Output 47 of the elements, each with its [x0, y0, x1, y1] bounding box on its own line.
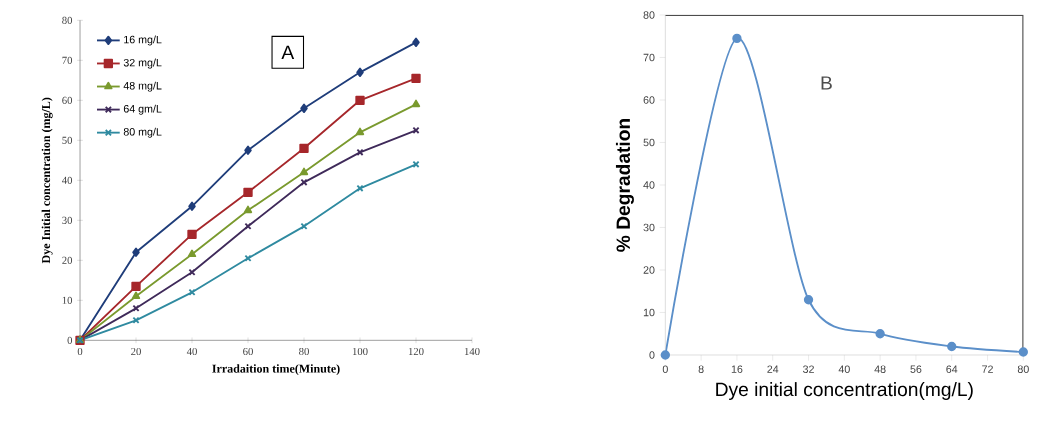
- y-tick-label: 80: [62, 16, 73, 24]
- x-tick-label: 40: [186, 347, 197, 356]
- annotation: A: [281, 45, 295, 59]
- x-tick-label: 48: [874, 365, 886, 373]
- x-tick-label: 120: [408, 347, 424, 356]
- y-tick-label: 30: [643, 223, 655, 232]
- annotation: B: [821, 76, 832, 90]
- x-tick-label: 0: [662, 365, 668, 373]
- legend-label: 48 mg/L: [123, 81, 162, 92]
- y-tick-label: 50: [643, 138, 655, 147]
- y-tick-label: 60: [62, 96, 73, 104]
- y-axis-title: Dye Initial concentration (mg/L): [41, 97, 53, 264]
- y-tick-label: 70: [643, 53, 655, 62]
- y-tick-label: 50: [62, 136, 73, 144]
- legend-label: 16 mg/L: [124, 35, 162, 46]
- y-tick-label: 0: [67, 336, 73, 344]
- legend-label: 32 mg/L: [123, 58, 162, 69]
- x-axis-title: Dye initial concentration(mg/L): [716, 382, 973, 400]
- x-tick-label: 64: [946, 365, 958, 373]
- x-tick-label: 72: [982, 365, 993, 373]
- x-tick-label: 140: [464, 347, 480, 356]
- y-tick-label: 70: [62, 56, 73, 64]
- y-tick-label: 20: [62, 256, 73, 264]
- legend-label: 64 gm/L: [123, 104, 162, 115]
- y-tick-label: 80: [643, 11, 655, 19]
- x-tick-label: 80: [1017, 365, 1029, 373]
- x-tick-label: 32: [803, 365, 814, 373]
- y-tick-label: 20: [643, 266, 655, 274]
- x-tick-label: 56: [910, 365, 922, 373]
- x-tick-label: 0: [77, 347, 83, 356]
- x-tick-label: 24: [767, 365, 779, 373]
- x-tick-label: 100: [352, 347, 368, 356]
- y-tick-label: 10: [643, 308, 655, 317]
- y-tick-label: 40: [62, 176, 73, 184]
- x-axis-title: Irradaition time(Minute): [212, 364, 340, 376]
- x-tick-label: 20: [131, 347, 141, 356]
- y-tick-label: 40: [643, 181, 655, 189]
- x-tick-label: 16: [731, 365, 743, 373]
- y-axis-title: % Degradation: [615, 119, 634, 252]
- x-tick-label: 80: [299, 347, 309, 356]
- y-tick-label: 10: [62, 296, 73, 304]
- x-tick-label: 40: [838, 365, 850, 373]
- legend-label: 80 mg/L: [123, 127, 162, 138]
- y-tick-label: 30: [62, 216, 73, 224]
- x-tick-label: 60: [243, 347, 253, 356]
- y-tick-label: 60: [643, 96, 655, 104]
- x-tick-label: 8: [698, 365, 704, 373]
